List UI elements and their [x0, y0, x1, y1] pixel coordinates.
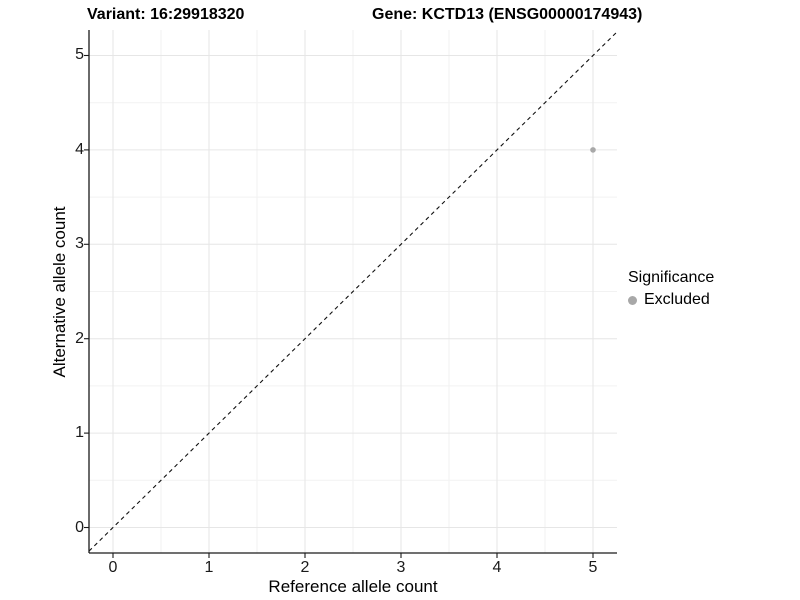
x-axis-title: Reference allele count	[268, 577, 438, 596]
x-tick-label: 2	[300, 559, 310, 576]
identity-line	[88, 31, 618, 552]
y-tick-label: 3	[75, 235, 84, 253]
gene-title: Gene: KCTD13 (ENSG00000174943)	[372, 6, 643, 23]
excluded-point-icon	[628, 295, 637, 305]
legend: Significance Excluded	[628, 269, 714, 309]
y-tick-label: 2	[75, 329, 84, 347]
legend-item-excluded: Excluded	[628, 291, 714, 309]
y-tick-label: 0	[75, 518, 84, 536]
y-tick-label: 5	[75, 46, 84, 64]
legend-item-label: Excluded	[644, 291, 710, 308]
plot-panel	[84, 30, 618, 558]
y-tick-label: 4	[75, 140, 84, 158]
x-tick-label: 3	[396, 559, 406, 576]
x-tick-label: 0	[108, 559, 118, 576]
x-tick-label: 4	[492, 559, 502, 576]
y-tick-label: 1	[75, 424, 84, 442]
variant-title: Variant: 16:29918320	[87, 6, 245, 23]
x-tick-label: 1	[204, 559, 214, 576]
data-point	[590, 147, 596, 153]
legend-title: Significance	[628, 269, 715, 286]
y-axis-title: Alternative allele count	[50, 206, 69, 378]
x-tick-label: 5	[588, 559, 598, 576]
